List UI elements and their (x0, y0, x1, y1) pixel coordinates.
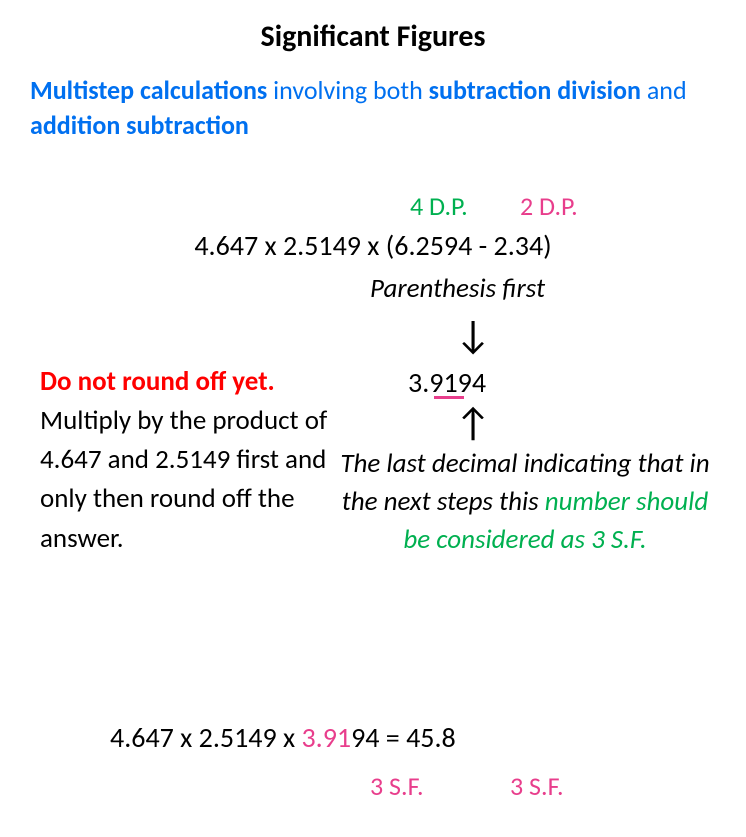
instruction-block: Do not round off yet. Multiply by the pr… (40, 362, 340, 558)
eq2-pink: 3.91 (301, 720, 351, 755)
sf-right-label: 3 S.F. (510, 770, 564, 802)
eq2-pre: 4.647 x 2.5149 x (110, 720, 301, 755)
subtitle-plain-1: involving both (267, 74, 428, 106)
sf-left-label: 3 S.F. (370, 770, 424, 802)
intermediate-result: 3.9194 (408, 365, 486, 400)
instruction-text: Multiply by the product of 4.647 and 2.5… (40, 404, 327, 554)
subtitle-plain-2: and (641, 74, 687, 106)
arrow-down-icon: ↓ (455, 310, 491, 359)
subtitle-bold-1: Multistep calculations (30, 74, 267, 106)
dp-left-label: 4 D.P. (410, 190, 468, 222)
arrow-up-icon: ↑ (455, 398, 491, 447)
subtitle-bold-2: subtraction division (429, 74, 641, 106)
eq2-post: 94 = 45.8 (351, 720, 456, 755)
subtitle-bold-3: addition subtraction (30, 109, 249, 141)
explanation-block: The last decimal indicating that in the … (340, 445, 710, 558)
equation-final: 4.647 x 2.5149 x 3.9194 = 45.8 (110, 720, 456, 755)
dp-right-label: 2 D.P. (520, 190, 578, 222)
parenthesis-note: Parenthesis first (370, 272, 545, 305)
equation-main: 4.647 x 2.5149 x (6.2594 - 2.34) (0, 228, 746, 263)
page-title: Significant Figures (30, 18, 716, 55)
subtitle: Multistep calculations involving both su… (30, 73, 716, 143)
warning-text: Do not round off yet. (40, 365, 275, 398)
